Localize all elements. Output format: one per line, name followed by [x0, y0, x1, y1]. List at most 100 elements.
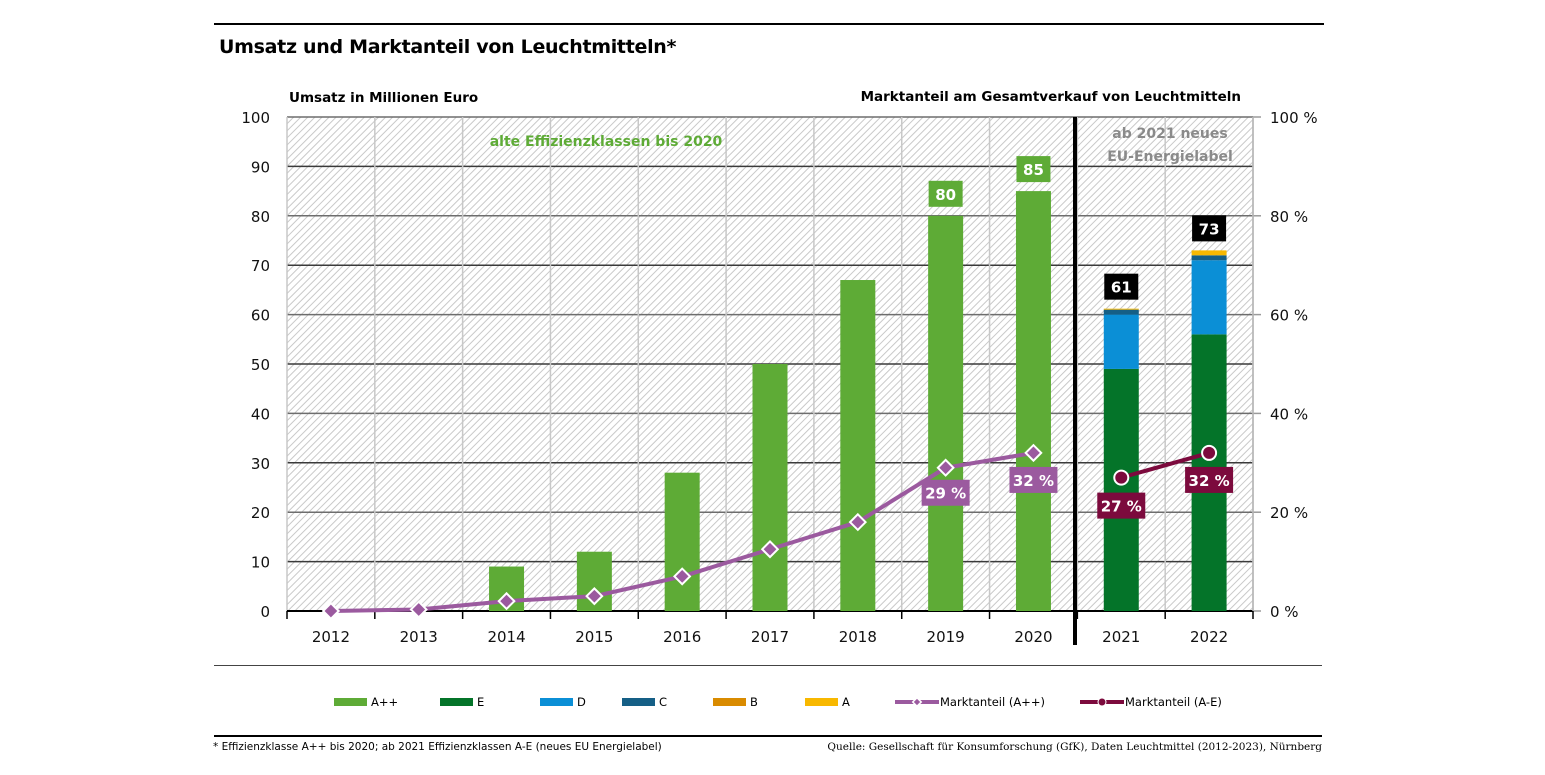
- x-tick-label: 2019: [927, 628, 965, 646]
- legend-swatch: [622, 698, 655, 706]
- bar-value-label: 73: [1199, 220, 1220, 238]
- marker-circle-marktanteil-a-e: [1201, 444, 1218, 461]
- left-tick-label: 90: [251, 158, 270, 176]
- footnote: * Effizienzklasse A++ bis 2020; ab 2021 …: [213, 741, 662, 753]
- x-tick-label: 2017: [751, 628, 789, 646]
- annotation-new-label-line1: ab 2021 neues: [1112, 126, 1227, 142]
- left-tick-label: 60: [251, 307, 270, 325]
- marker-diamond-marktanteil-a: [321, 601, 341, 621]
- legend-separator: [214, 665, 1322, 666]
- right-axis-ticks: 0 % 20 % 40 % 60 % 80 % 100 %: [1252, 109, 1318, 621]
- legend-item-a: A: [805, 695, 850, 709]
- x-tick-label: 2015: [575, 628, 613, 646]
- lines: [321, 443, 1218, 621]
- bar-value-box: [1104, 273, 1139, 300]
- legend-label: Marktanteil (A-E): [1125, 695, 1222, 709]
- bar-value-box: [1192, 215, 1227, 242]
- legend-label: B: [750, 695, 758, 709]
- x-tick-label: 2018: [839, 628, 877, 646]
- x-tick-label: 2021: [1102, 628, 1140, 646]
- legend-item-a: A++: [334, 695, 398, 709]
- bar-d-2021: [1103, 314, 1139, 369]
- marker-diamond-marktanteil-a: [848, 512, 868, 532]
- chart-title: Umsatz und Marktanteil von Leuchtmitteln…: [219, 36, 677, 58]
- x-tick-label: 2014: [487, 628, 525, 646]
- line-value-label: 32 %: [1189, 472, 1230, 490]
- legend-item-marktanteil-a: Marktanteil (A++): [895, 695, 1045, 709]
- line-value-label: 29 %: [925, 485, 966, 503]
- data-labels: 80 85 61 73 29 % 32 % 27 % 32 %: [921, 156, 1234, 519]
- line-value-box: [921, 479, 970, 506]
- bar-a--2017: [752, 364, 788, 611]
- right-tick-label: 40 %: [1270, 405, 1308, 423]
- bar-e-2021: [1103, 368, 1139, 611]
- bar-value-label: 61: [1111, 279, 1132, 297]
- bar-a--2020: [1015, 191, 1051, 611]
- bottom-rule: [214, 735, 1322, 737]
- marker-diamond-marktanteil-a: [672, 567, 692, 586]
- legend-swatch: [440, 698, 473, 706]
- legend-swatch: [713, 698, 746, 706]
- legend-swatch: [805, 698, 838, 706]
- line-value-label: 27 %: [1101, 498, 1142, 516]
- legend-item-b: B: [713, 695, 758, 709]
- line-value-box: [1185, 466, 1234, 493]
- left-axis-title: Umsatz in Millionen Euro: [289, 90, 479, 106]
- marker-diamond-marktanteil-a: [497, 591, 516, 611]
- left-axis-ticks: 0 10 20 30 40 50 60 70 80 90 100: [241, 109, 270, 621]
- bar-a-2022: [1191, 250, 1227, 256]
- legend-label: C: [659, 695, 668, 709]
- legend-item-c: C: [622, 695, 667, 709]
- marker-diamond-marktanteil-a: [585, 586, 604, 606]
- legend-item-marktanteil-a-e: Marktanteil (A-E): [1080, 695, 1222, 709]
- left-tick-label: 80: [251, 208, 270, 226]
- bar-a--2016: [664, 472, 700, 611]
- legend-item-e: E: [440, 695, 484, 709]
- right-tick-label: 0 %: [1270, 603, 1299, 621]
- left-tick-label: 100: [241, 109, 270, 127]
- legend-label: D: [577, 695, 586, 709]
- legend-item-d: D: [540, 695, 586, 709]
- left-tick-label: 40: [251, 405, 270, 423]
- left-tick-label: 30: [251, 455, 270, 473]
- legend-label: A++: [371, 695, 399, 709]
- legend-line-diamond-icon: [895, 696, 939, 708]
- right-tick-label: 100 %: [1270, 109, 1318, 127]
- bar-value-box: [928, 180, 963, 207]
- x-tick-label: 2022: [1190, 628, 1228, 646]
- line-value-box: [1097, 492, 1146, 519]
- bar-a--2018: [840, 280, 876, 611]
- x-tick-label: 2020: [1014, 628, 1052, 646]
- line-value-box: [1009, 466, 1058, 493]
- marker-circle-marktanteil-a-e: [1113, 469, 1130, 486]
- bar-value-label: 85: [1023, 161, 1044, 179]
- legend-swatch: [540, 698, 573, 706]
- x-tick-label: 2013: [400, 628, 438, 646]
- marker-diamond-marktanteil-a: [409, 600, 428, 619]
- annotation-new-label-line2: EU-Energielabel: [1107, 149, 1233, 165]
- right-tick-label: 60 %: [1270, 307, 1308, 325]
- bar-a--2019: [928, 215, 964, 612]
- source-note: Quelle: Gesellschaft für Konsumforschung…: [827, 741, 1322, 753]
- right-axis-title: Marktanteil am Gesamtverkauf von Leuchtm…: [860, 89, 1241, 105]
- left-tick-label: 70: [251, 257, 270, 275]
- legend-swatch: [334, 698, 367, 706]
- bar-value-label: 80: [935, 186, 956, 204]
- line-marktanteil-a-e: [1120, 450, 1210, 480]
- bar-d-2022: [1191, 260, 1227, 335]
- left-tick-label: 10: [251, 554, 270, 572]
- annotation-old-classes: alte Effizienzklassen bis 2020: [490, 134, 723, 150]
- legend-label: E: [477, 695, 485, 709]
- left-tick-label: 0: [260, 603, 270, 621]
- top-rule: [214, 23, 1324, 25]
- right-tick-label: 80 %: [1270, 208, 1308, 226]
- bar-a-2021: [1103, 308, 1139, 310]
- right-tick-label: 20 %: [1270, 504, 1308, 522]
- x-tick-label: 2016: [663, 628, 701, 646]
- bars: [489, 191, 1227, 612]
- marker-diamond-marktanteil-a: [936, 458, 955, 477]
- line-value-label: 32 %: [1013, 472, 1054, 490]
- bar-c-2022: [1191, 255, 1227, 261]
- left-tick-label: 50: [251, 356, 270, 374]
